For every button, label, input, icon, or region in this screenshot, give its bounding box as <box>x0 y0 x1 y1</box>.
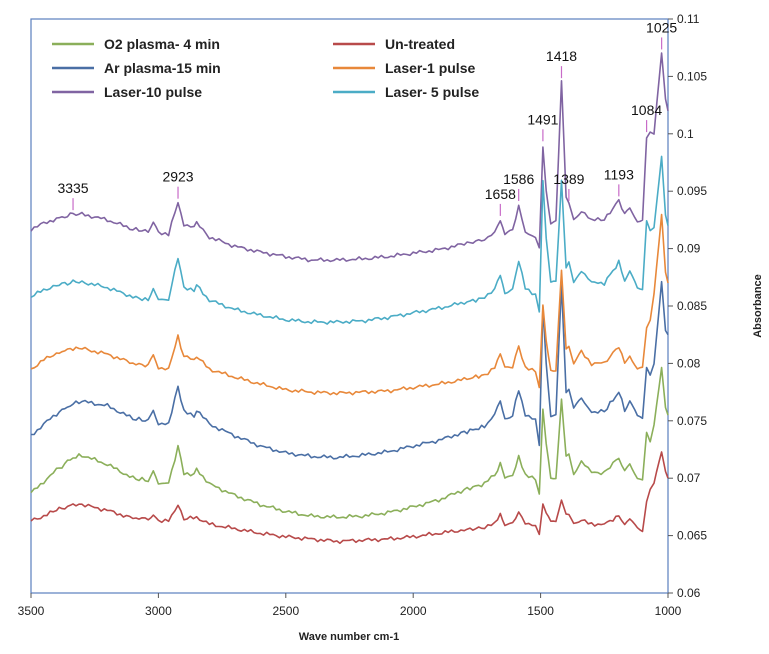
x-tick-label: 2000 <box>400 604 427 618</box>
x-axis-title: Wave number cm-1 <box>299 631 399 643</box>
legend: O2 plasma- 4 min Un-treated Ar plasma-15 m… <box>52 36 479 100</box>
legend-label-laser-5-pulse: Laser- 5 pulse <box>385 84 479 100</box>
y-tick-label: 0.08 <box>677 356 701 370</box>
x-tick-label: 3500 <box>18 604 45 618</box>
x-tick-label: 2500 <box>272 604 299 618</box>
peak-label-1658: 1658 <box>485 186 516 202</box>
x-tick-label: 3000 <box>145 604 172 618</box>
y-tick-label: 0.075 <box>677 414 707 428</box>
legend-label-un-treated: Un-treated <box>385 36 455 52</box>
peak-label-1084: 1084 <box>631 102 662 118</box>
y-tick-label: 0.07 <box>677 471 701 485</box>
peak-label-2923: 2923 <box>162 169 193 185</box>
legend-label-laser-10-pulse: Laser-10 pulse <box>104 84 202 100</box>
series-line-laser-10-pulse <box>30 52 669 263</box>
series-line-laser-1-pulse <box>30 213 669 396</box>
legend-label-ar-plasma-15-min: Ar plasma-15 min <box>104 60 221 76</box>
y-tick-label: 0.11 <box>677 12 700 26</box>
series-line-o2-plasma-4-min <box>30 366 669 519</box>
peak-label-1025: 1025 <box>646 19 677 35</box>
y-tick-label: 0.09 <box>677 242 701 256</box>
series-line-laser-5-pulse <box>30 155 669 325</box>
peak-label-1389: 1389 <box>553 171 584 187</box>
y-tick-label: 0.105 <box>677 69 707 83</box>
peak-label-1193: 1193 <box>604 166 634 182</box>
series-line-ar-plasma-15-min <box>30 280 669 460</box>
peak-label-1491: 1491 <box>527 111 558 127</box>
x-tick-label: 1500 <box>527 604 554 618</box>
plot-area-frame <box>30 18 669 594</box>
peak-label-3335: 3335 <box>57 180 88 196</box>
peak-label-1586: 1586 <box>503 171 534 187</box>
y-tick-label: 0.065 <box>677 529 707 543</box>
peak-label-1418: 1418 <box>546 48 577 64</box>
x-axis: 3500 3000 2500 2000 1500 1000 <box>18 593 682 618</box>
y-tick-label: 0.1 <box>677 127 694 141</box>
series-line-un-treated <box>30 451 669 545</box>
x-tick-label: 1000 <box>655 604 682 618</box>
series-layer <box>30 52 669 545</box>
legend-label-o2-plasma-4-min: O2 plasma- 4 min <box>104 36 220 52</box>
y-axis-title: Absorbance <box>752 274 764 338</box>
y-tick-label: 0.085 <box>677 299 707 313</box>
legend-label-laser-1-pulse: Laser-1 pulse <box>385 60 475 76</box>
y-tick-label: 0.06 <box>677 586 701 600</box>
y-axis: 0.060.0650.070.0750.080.0850.090.0950.10… <box>668 12 707 600</box>
y-tick-label: 0.095 <box>677 184 707 198</box>
